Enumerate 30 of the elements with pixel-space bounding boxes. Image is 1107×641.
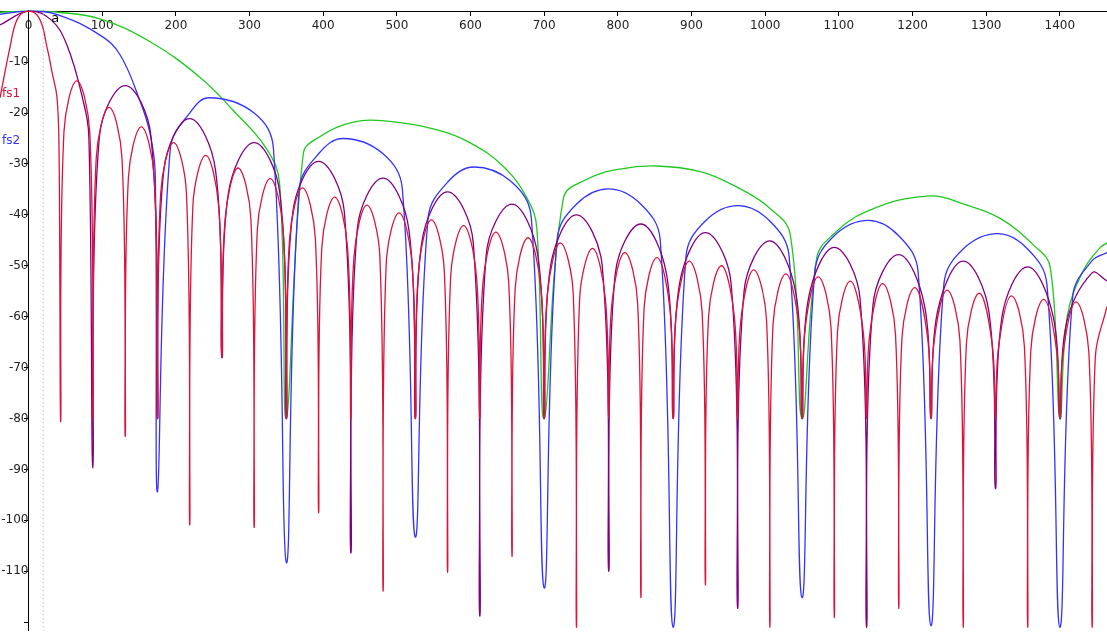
line-series xyxy=(0,10,1107,628)
line-series xyxy=(0,10,1107,420)
y-tick-label: -60 xyxy=(8,308,29,323)
x-tick-label: 1300 xyxy=(970,17,1002,32)
y-tick-label: -90 xyxy=(8,461,29,476)
y-tick-label: -50 xyxy=(8,257,29,272)
ref-line-label: a xyxy=(51,10,60,26)
x-tick-label: 800 xyxy=(606,17,630,32)
x-tick-label: 500 xyxy=(385,17,409,32)
x-tick-label: 300 xyxy=(238,17,261,32)
y-tick-label: -40 xyxy=(8,206,29,221)
y-tick-label: -100 xyxy=(1,512,29,527)
x-tick-label: 100 xyxy=(90,17,114,32)
text: fs2 xyxy=(2,133,21,148)
x-tick-label: 200 xyxy=(164,17,188,32)
y-tick-label: -10 xyxy=(8,54,29,69)
y-tick-label: -70 xyxy=(8,359,29,374)
x-tick-label: 1100 xyxy=(823,17,855,32)
x-tick-label: 900 xyxy=(680,17,703,32)
series-label: fs1 xyxy=(2,85,21,100)
y-tick-label: -30 xyxy=(8,156,29,171)
x-tick-label: 700 xyxy=(532,17,556,32)
x-tick-label: 600 xyxy=(459,17,482,32)
x-tick-label: 1000 xyxy=(749,17,781,32)
y-tick-label: -80 xyxy=(8,410,29,425)
y-tick-label: -20 xyxy=(8,105,29,120)
x-tick-label: 1400 xyxy=(1044,17,1076,32)
x-tick-label: 400 xyxy=(311,17,335,32)
y-tick-label: -110 xyxy=(1,563,29,578)
x-tick-label: 1200 xyxy=(897,17,928,32)
